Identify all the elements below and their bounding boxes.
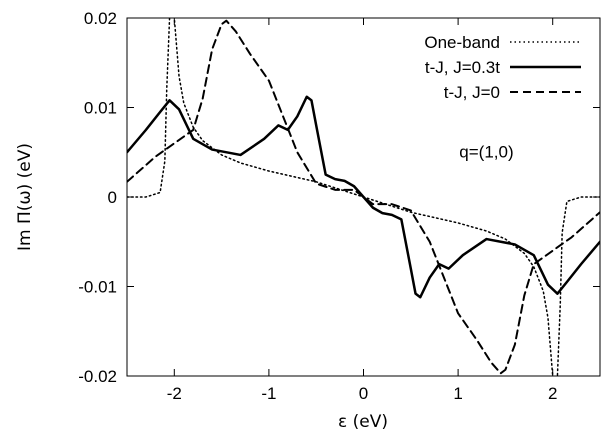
- y-tick-label: 0.02: [84, 9, 117, 28]
- x-axis-title: ε (eV): [338, 412, 388, 432]
- x-tick-label: 1: [453, 384, 462, 403]
- legend-label-0: One-band: [424, 33, 500, 52]
- series-line-2: [127, 19, 600, 375]
- y-tick-label: -0.01: [78, 278, 117, 297]
- legend-label-1: t-J, J=0.3t: [425, 58, 500, 77]
- y-tick-label: -0.02: [78, 367, 117, 386]
- y-tick-label: 0: [108, 188, 117, 207]
- legend-label-2: t-J, J=0: [444, 83, 500, 102]
- annotation-layer: q=(1,0): [459, 143, 513, 162]
- annotation-0: q=(1,0): [459, 143, 513, 162]
- y-tick-label: 0.01: [84, 99, 117, 118]
- x-tick-label: -2: [167, 384, 182, 403]
- x-tick-label: 2: [548, 384, 557, 403]
- x-tick-label: 0: [359, 384, 368, 403]
- legend: One-band t-J, J=0.3t t-J, J=0: [424, 33, 581, 102]
- series-layer: [127, 18, 600, 376]
- y-axis-title: Im Π(ω) (eV): [15, 143, 35, 251]
- ticks-layer: -2 -1 0 1 2 -0.02 -0.01 0 0.01 0.02: [78, 9, 600, 403]
- x-tick-label: -1: [261, 384, 276, 403]
